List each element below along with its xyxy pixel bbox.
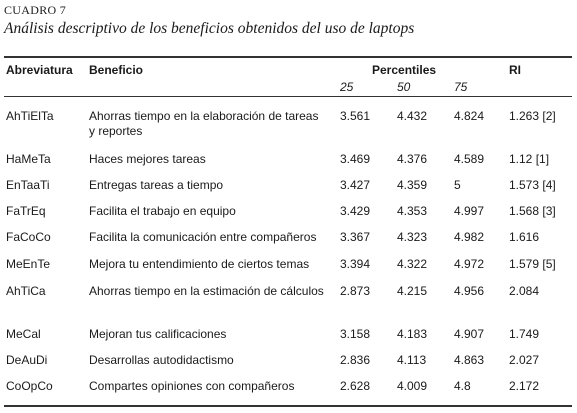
cell-abbr: EnTaaTi [6, 178, 50, 192]
cell-p25: 2.628 [340, 379, 371, 393]
header-p25: 25 [340, 80, 354, 94]
cell-benefit: Haces mejores tareas [89, 152, 206, 166]
cell-ri: 2.027 [509, 353, 540, 367]
cell-p25: 3.158 [340, 327, 371, 341]
cell-p25: 3.561 [340, 109, 371, 123]
cell-benefit: Desarrollas autodidactismo [89, 353, 234, 367]
cell-ri: 2.172 [509, 379, 540, 393]
cell-p75: 5 [454, 178, 461, 192]
cell-ri: 1.616 [509, 230, 540, 244]
cell-ri: 2.084 [509, 284, 540, 298]
cell-p50: 4.322 [397, 257, 428, 271]
cell-p50: 4.376 [397, 152, 428, 166]
cell-ri: 1.749 [509, 327, 540, 341]
cell-abbr: AhTiCa [6, 284, 46, 298]
cell-p75: 4.982 [454, 230, 485, 244]
cell-p25: 3.469 [340, 152, 371, 166]
bottom-rule [4, 405, 572, 407]
cell-p75: 4.956 [454, 284, 485, 298]
cell-p50: 4.432 [397, 109, 428, 123]
cell-ri: 1.263 [2] [509, 109, 556, 123]
header-percentiles: Percentiles [372, 63, 437, 77]
cell-p25: 2.836 [340, 353, 371, 367]
cell-ri: 1.12 [1] [509, 152, 550, 166]
cell-benefit: Mejoran tus calificaciones [89, 327, 227, 341]
cell-benefit: Mejora tu entendimiento de ciertos temas [89, 257, 310, 271]
cell-p50: 4.113 [397, 353, 427, 367]
cell-p75: 4.589 [454, 152, 485, 166]
cell-p25: 3.367 [340, 230, 371, 244]
header-benefit: Beneficio [89, 63, 144, 77]
cell-p75: 4.824 [454, 109, 485, 123]
cell-benefit: Entregas tareas a tiempo [89, 178, 224, 192]
cell-p25: 2.873 [340, 284, 371, 298]
header-abbr: Abreviatura [6, 63, 73, 77]
cell-p50: 4.353 [397, 204, 428, 218]
cell-p75: 4.907 [454, 327, 485, 341]
cell-benefit: Ahorras tiempo en la estimación de cálcu… [89, 284, 324, 298]
cell-ri: 1.568 [3] [509, 204, 556, 218]
cell-benefit: Compartes opiniones con compañeros [89, 379, 295, 393]
cell-benefit: Facilita la comunicación entre compañero… [89, 230, 317, 244]
cell-abbr: HaMeTa [6, 152, 51, 166]
cell-p25: 3.429 [340, 204, 371, 218]
cell-p75: 4.972 [454, 257, 485, 271]
cell-abbr: AhTiElTa [6, 109, 54, 123]
header-p75: 75 [454, 80, 468, 94]
cell-p50: 4.183 [397, 327, 428, 341]
cell-p75: 4.8 [454, 379, 471, 393]
header-ri: RI [509, 63, 521, 77]
cell-abbr: MeCal [6, 327, 41, 341]
table-label: CUADRO 7 [4, 3, 67, 17]
cell-ri: 1.573 [4] [509, 178, 556, 192]
header-rule [4, 96, 572, 97]
cell-benefit: Ahorras tiempo en la elaboración de tare… [89, 109, 319, 138]
cell-p50: 4.215 [397, 284, 428, 298]
top-rule [4, 56, 572, 58]
cell-p50: 4.323 [397, 230, 428, 244]
cell-p50: 4.359 [397, 178, 428, 192]
cell-abbr: MeEnTe [6, 257, 51, 271]
cell-abbr: FaTrEq [6, 204, 46, 218]
cell-p25: 3.394 [340, 257, 371, 271]
header-p50: 50 [397, 80, 411, 94]
cell-p75: 4.863 [454, 353, 485, 367]
cell-abbr: FaCoCo [6, 230, 51, 244]
table-title: Análisis descriptivo de los beneficios o… [4, 20, 415, 37]
cell-ri: 1.579 [5] [509, 257, 556, 271]
cell-abbr: CoOpCo [6, 379, 53, 393]
cell-p50: 4.009 [397, 379, 428, 393]
cell-p25: 3.427 [340, 178, 371, 192]
cell-benefit: Facilita el trabajo en equipo [89, 204, 236, 218]
cell-abbr: DeAuDi [6, 353, 48, 367]
cell-p75: 4.997 [454, 204, 485, 218]
